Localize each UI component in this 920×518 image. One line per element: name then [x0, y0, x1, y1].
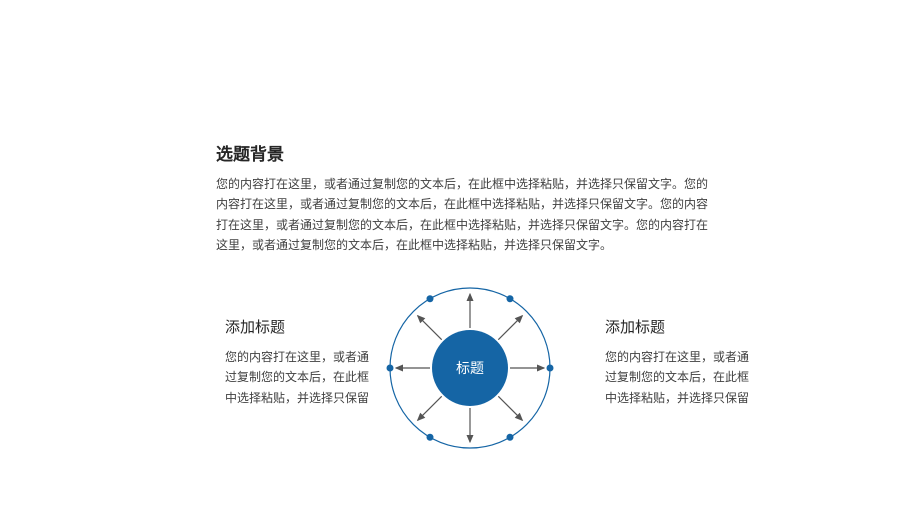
- outer-node: [507, 434, 514, 441]
- arrow: [498, 396, 522, 420]
- outer-node: [427, 295, 434, 302]
- left-block-text: 您的内容打在这里，或者通过复制您的文本后，在此框中选择粘贴，并选择只保留: [225, 347, 375, 408]
- outer-node: [387, 365, 394, 372]
- radial-diagram-svg: 标题: [380, 278, 560, 458]
- left-block-title: 添加标题: [225, 316, 375, 337]
- center-label: 标题: [456, 360, 484, 376]
- intro-paragraph: 您的内容打在这里，或者通过复制您的文本后，在此框中选择粘贴，并选择只保留文字。您…: [216, 174, 711, 256]
- outer-node: [507, 295, 514, 302]
- page-title: 选题背景: [216, 140, 284, 165]
- outer-node: [547, 365, 554, 372]
- arrow: [418, 316, 442, 340]
- arrow: [498, 316, 522, 340]
- right-text-block: 添加标题 您的内容打在这里，或者通过复制您的文本后，在此框中选择粘贴，并选择只保…: [605, 316, 755, 408]
- right-block-title: 添加标题: [605, 316, 755, 337]
- outer-node: [427, 434, 434, 441]
- right-block-text: 您的内容打在这里，或者通过复制您的文本后，在此框中选择粘贴，并选择只保留: [605, 347, 755, 408]
- left-text-block: 添加标题 您的内容打在这里，或者通过复制您的文本后，在此框中选择粘贴，并选择只保…: [225, 316, 375, 408]
- radial-diagram: 标题: [380, 278, 560, 458]
- arrow: [418, 396, 442, 420]
